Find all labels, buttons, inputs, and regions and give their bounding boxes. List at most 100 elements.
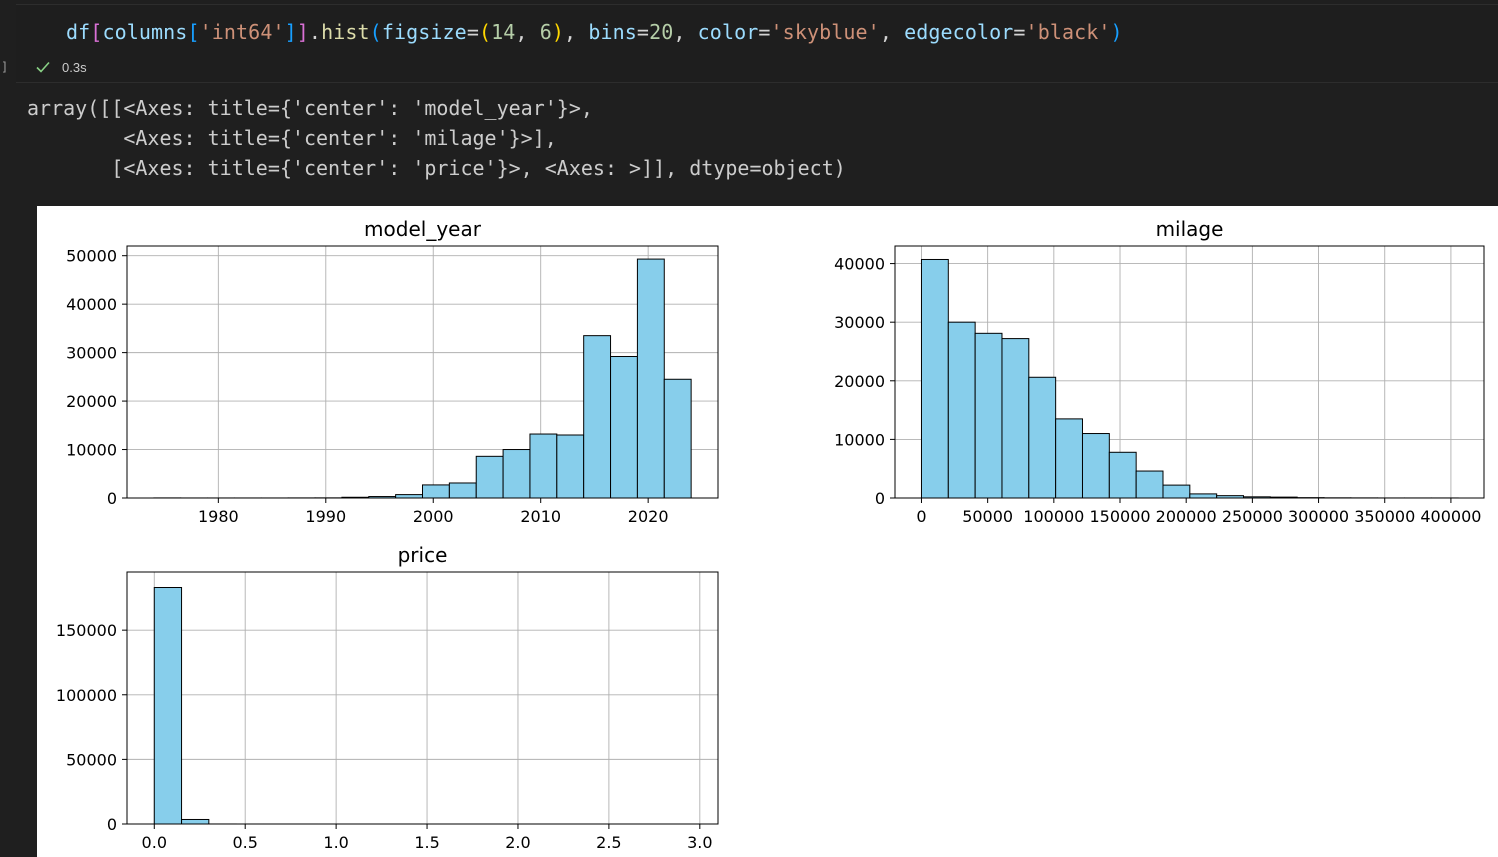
- y-tick-label: 10000: [834, 430, 885, 449]
- subplot-model_year: 1980 1990 2000 2010 2020 0 10000 20000 30000 4000…: [66, 217, 719, 526]
- subplot-price: 0.0 0.5 1.0 1.5 2.0 2.5 3.0 0 50000 100000 150000 p…: [56, 543, 719, 852]
- code-token: columns: [102, 20, 188, 44]
- execution-status: 0.3s: [34, 58, 87, 76]
- histogram-bar: [422, 484, 450, 499]
- x-tick-label: 150000: [1089, 507, 1150, 526]
- code-token: =: [758, 20, 771, 44]
- x-tick-label: 100000: [1023, 507, 1084, 526]
- code-token: ): [1110, 20, 1123, 44]
- axes-frame: [894, 245, 1485, 499]
- histogram-bar: [1001, 338, 1030, 499]
- code-token: [: [187, 20, 200, 44]
- subplot-title: model_year: [364, 217, 482, 241]
- code-token: 'black': [1025, 20, 1111, 44]
- y-tick-label: 50000: [66, 247, 117, 266]
- histogram-bar: [502, 449, 531, 499]
- code-token: (: [478, 20, 492, 44]
- x-tick-label: 50000: [962, 507, 1013, 526]
- histogram-bar: [529, 433, 558, 499]
- y-tick-label: 10000: [66, 441, 117, 460]
- histogram-figure: 1980 1990 2000 2010 2020 0 10000 20000 30000 4000…: [37, 206, 1498, 857]
- x-tick-label: 0.5: [232, 833, 257, 852]
- x-tick-label: 3.0: [687, 833, 712, 852]
- x-tick-label: 2000: [413, 507, 454, 526]
- histogram-bar: [1028, 376, 1057, 499]
- x-tick-label: 0.0: [142, 833, 167, 852]
- cell-execution-bracket: ]: [1, 60, 9, 74]
- code-line[interactable]: df[columns['int64']].hist(figsize=(14, 6…: [66, 20, 1123, 44]
- code-token: df: [66, 20, 91, 44]
- histogram-bar: [448, 482, 477, 499]
- x-tick-label: 200000: [1156, 507, 1217, 526]
- histogram-bar: [947, 321, 976, 499]
- cell-output-text: array([[<Axes: title={'center': 'model_y…: [27, 96, 846, 180]
- y-tick-label: 20000: [834, 372, 885, 391]
- check-icon: [36, 61, 50, 73]
- histogram-bar: [556, 434, 585, 499]
- histogram-bar: [636, 258, 665, 499]
- x-tick-label: 2.0: [505, 833, 530, 852]
- subplot-title: price: [398, 543, 448, 567]
- histogram-bar: [1189, 493, 1218, 499]
- code-token: =: [1013, 20, 1026, 44]
- code-token: ]: [296, 20, 309, 44]
- code-token: =: [466, 20, 479, 44]
- histogram-bar: [610, 355, 638, 499]
- y-tick-label: 0: [107, 815, 117, 834]
- histogram-bar: [663, 378, 692, 499]
- histogram-bar: [920, 258, 949, 499]
- y-tick-label: 100000: [56, 686, 117, 705]
- y-tick-label: 20000: [66, 392, 117, 411]
- y-tick-label: 40000: [66, 295, 117, 314]
- code-token: color: [697, 20, 759, 44]
- histogram-bar: [475, 455, 504, 499]
- x-tick-label: 400000: [1420, 507, 1481, 526]
- code-token: ]: [284, 20, 297, 44]
- code-token: figsize: [381, 20, 467, 44]
- histogram-bar: [395, 494, 423, 499]
- code-token: bins: [588, 20, 637, 44]
- histogram-bar: [1162, 484, 1191, 499]
- x-tick-label: 1.5: [414, 833, 439, 852]
- code-token: ,: [515, 20, 540, 44]
- x-tick-label: 350000: [1354, 507, 1415, 526]
- subplot-milage: 0 50000 100000 150000 200000 250000 300000 3500…: [834, 217, 1485, 526]
- code-token: 6: [539, 20, 552, 44]
- x-tick-label: 2020: [628, 507, 669, 526]
- x-tick-label: 300000: [1288, 507, 1349, 526]
- y-tick-label: 0: [875, 489, 885, 508]
- code-token: 'skyblue': [770, 20, 880, 44]
- code-token: ): [551, 20, 565, 44]
- axes-frame: [126, 245, 719, 499]
- code-token: 'int64': [199, 20, 285, 44]
- execution-time: 0.3s: [62, 59, 87, 75]
- x-tick-label: 0: [916, 507, 926, 526]
- x-tick-label: 1990: [305, 507, 346, 526]
- y-tick-label: 0: [107, 489, 117, 508]
- code-token: (: [369, 20, 382, 44]
- code-token: [: [90, 20, 103, 44]
- code-token: ,: [673, 20, 698, 44]
- code-token: 20: [649, 20, 674, 44]
- histogram-bar: [974, 332, 1003, 499]
- histogram-bar: [1055, 418, 1083, 499]
- histogram-bar: [1108, 451, 1137, 499]
- code-token: =: [636, 20, 650, 44]
- code-cell[interactable]: ] df[columns['int64']].hist(figsize=(14,…: [0, 0, 1498, 83]
- x-tick-label: 1.0: [323, 833, 348, 852]
- y-tick-label: 150000: [56, 621, 117, 640]
- code-token: hist: [321, 20, 370, 44]
- x-tick-label: 2010: [520, 507, 561, 526]
- code-cell-editor[interactable]: [16, 4, 1498, 83]
- code-token: edgecolor: [904, 20, 1014, 44]
- histogram-bar: [1081, 433, 1110, 499]
- histogram-svg: 1980 1990 2000 2010 2020 0 10000 20000 30000 4000…: [56, 217, 1485, 852]
- axes-frame: [126, 571, 719, 825]
- x-tick-label: 250000: [1222, 507, 1283, 526]
- x-tick-label: 2.5: [596, 833, 621, 852]
- code-token: 14: [491, 20, 516, 44]
- histogram-bar: [181, 818, 210, 825]
- histogram-bar: [583, 335, 612, 499]
- y-tick-label: 40000: [834, 255, 885, 274]
- y-tick-label: 30000: [834, 313, 885, 332]
